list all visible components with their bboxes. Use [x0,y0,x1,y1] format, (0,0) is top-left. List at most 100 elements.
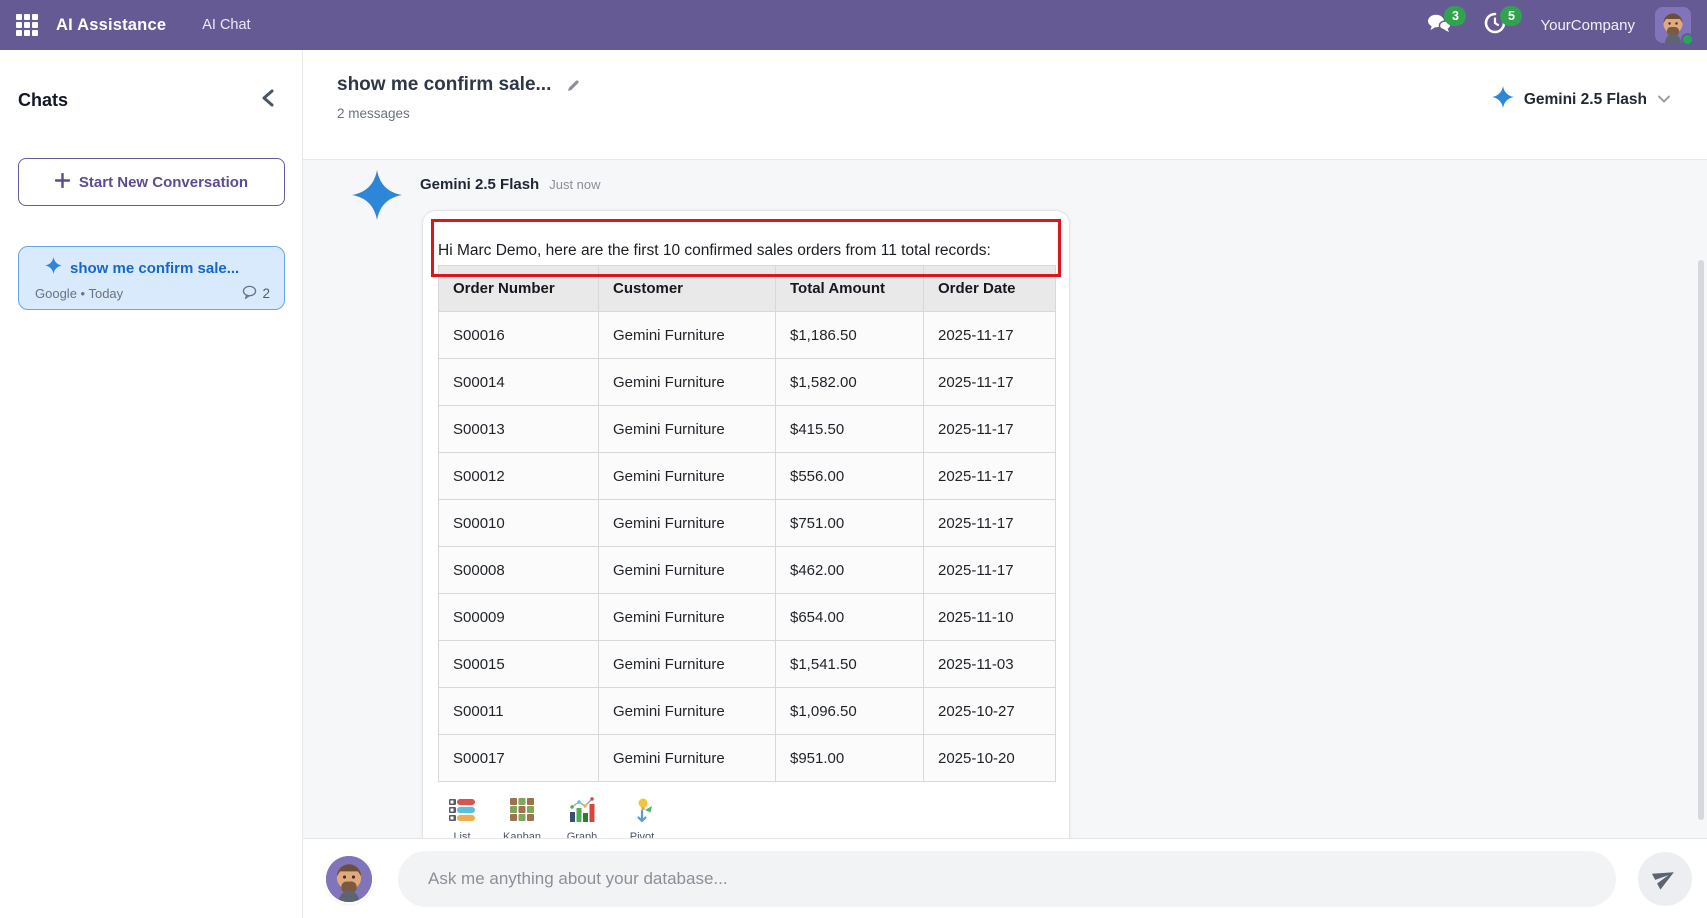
table-cell: 2025-11-17 [923,311,1056,359]
table-cell: S00012 [438,452,599,500]
company-menu[interactable]: YourCompany [1540,16,1635,34]
table-cell: 2025-10-20 [923,734,1056,782]
plus-icon [54,172,71,192]
assistant-message-card: Hi Marc Demo, here are the first 10 conf… [422,210,1070,850]
chat-list-item-selected[interactable]: show me confirm sale... Google • Today 2 [18,246,285,310]
online-status-dot [1681,33,1694,46]
orders-table-body: S00016 Gemini Furniture $1,186.50 2025-11-1… [438,311,1056,782]
table-row: S00009 Gemini Furniture $654.00 2025-11-10 [438,593,1056,641]
table-cell: Gemini Furniture [598,405,776,453]
table-header-cell: Customer [598,265,776,312]
table-header-row: Order Number Customer Total Amount Order Da… [438,265,1056,312]
table-cell: Gemini Furniture [598,734,776,782]
table-row: S00008 Gemini Furniture $462.00 2025-11-17 [438,546,1056,594]
table-row: S00011 Gemini Furniture $1,096.50 2025-10-2… [438,687,1056,735]
sparkle-icon [45,257,62,279]
table-cell: $462.00 [775,546,924,594]
speech-bubble-icon [242,285,257,302]
message-text: Hi Marc Demo, here are the first 10 conf… [438,242,991,259]
table-cell: $1,541.50 [775,640,924,688]
activities-badge: 5 [1500,6,1523,26]
table-cell: S00009 [438,593,599,641]
table-row: S00012 Gemini Furniture $556.00 2025-11-17 [438,452,1056,500]
table-cell: 2025-11-17 [923,358,1056,406]
table-cell: S00008 [438,546,599,594]
apps-grid-icon[interactable] [16,14,38,36]
table-header-cell: Order Number [438,265,599,312]
view-button-list[interactable]: List [440,796,484,843]
table-cell: S00016 [438,311,599,359]
table-cell: S00011 [438,687,599,735]
conversation-title: show me confirm sale... [337,74,552,95]
message-author: Gemini 2.5 Flash [420,176,540,193]
table-cell: 2025-11-17 [923,452,1056,500]
sidebar-title: Chats [18,89,69,110]
chevron-down-icon [1657,91,1671,109]
view-switcher: List Kanban Graph [440,796,1054,843]
chat-item-title: show me confirm sale... [70,259,240,277]
model-name: Gemini 2.5 Flash [1523,90,1647,108]
top-navbar: AI Assistance AI Chat 3 5 YourCompany [0,0,1707,50]
sales-orders-table: Order Number Customer Total Amount Order Da… [438,265,1056,782]
chats-sidebar: Chats Start New Conversation show me con… [0,50,303,918]
table-cell: $1,186.50 [775,311,924,359]
graph-view-icon [568,796,596,829]
app-title[interactable]: AI Assistance [56,15,167,34]
assistant-sparkle-avatar [352,170,402,220]
table-row: S00017 Gemini Furniture $951.00 2025-10-20 [438,734,1056,782]
user-avatar-composer [326,855,372,902]
table-cell: $556.00 [775,452,924,500]
table-row: S00016 Gemini Furniture $1,186.50 2025-11-1… [438,311,1056,359]
table-cell: S00017 [438,734,599,782]
edit-title-button[interactable] [565,77,582,94]
table-cell: 2025-11-17 [923,546,1056,594]
paper-plane-icon [1651,865,1677,892]
table-cell: $654.00 [775,593,924,641]
view-button-pivot[interactable]: Pivot [620,796,664,843]
message-count-label: 2 messages [337,106,410,121]
table-cell: $951.00 [775,734,924,782]
chevron-left-icon [259,88,277,113]
table-cell: Gemini Furniture [598,687,776,735]
menu-ai-chat[interactable]: AI Chat [202,17,251,33]
table-cell: Gemini Furniture [598,593,776,641]
table-header-cell: Total Amount [775,265,924,312]
table-cell: $1,096.50 [775,687,924,735]
table-cell: Gemini Furniture [598,358,776,406]
view-button-graph[interactable]: Graph [560,796,604,843]
table-cell: S00015 [438,640,599,688]
table-row: S00015 Gemini Furniture $1,541.50 2025-11-0… [438,640,1056,688]
table-cell: Gemini Furniture [598,311,776,359]
user-avatar[interactable] [1655,7,1694,46]
send-button[interactable] [1638,851,1692,906]
table-cell: Gemini Furniture [598,546,776,594]
list-view-icon [448,796,476,829]
table-cell: 2025-11-17 [923,499,1056,547]
table-cell: 2025-11-17 [923,405,1056,453]
activities-button[interactable]: 5 [1480,6,1523,40]
table-header-cell: Order Date [923,265,1056,312]
messages-button[interactable]: 3 [1424,6,1467,40]
pivot-view-icon [628,796,656,829]
collapse-sidebar-button[interactable] [256,88,280,112]
table-cell: S00014 [438,358,599,406]
table-row: S00013 Gemini Furniture $415.50 2025-11-17 [438,405,1056,453]
table-cell: $751.00 [775,499,924,547]
model-selector[interactable]: Gemini 2.5 Flash [1491,86,1671,113]
table-cell: Gemini Furniture [598,452,776,500]
conversation-header: show me confirm sale... 2 messages Gemin… [303,50,1707,160]
scrollbar-thumb[interactable] [1698,260,1704,820]
table-cell: $1,582.00 [775,358,924,406]
conversation-body: Gemini 2.5 Flash Just now Hi Marc Demo, … [303,160,1707,918]
message-timestamp: Just now [549,177,601,192]
start-new-conversation-button[interactable]: Start New Conversation [18,158,285,206]
composer-bar [303,838,1707,918]
view-button-kanban[interactable]: Kanban [500,796,544,843]
chat-item-meta: Google • Today [35,286,124,301]
message-input[interactable] [398,850,1616,907]
table-cell: 2025-10-27 [923,687,1056,735]
table-cell: Gemini Furniture [598,499,776,547]
table-cell: 2025-11-03 [923,640,1056,688]
messages-badge: 3 [1444,6,1467,26]
